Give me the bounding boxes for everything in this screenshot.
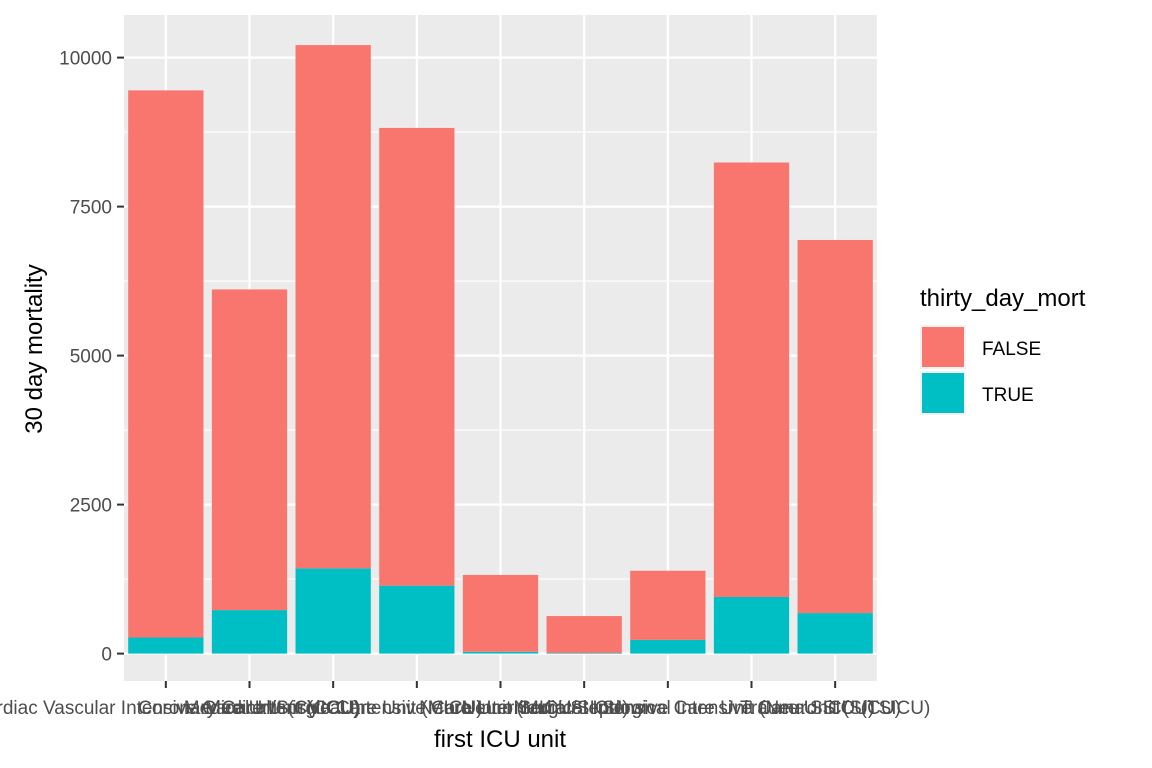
bar-false-2 [295,45,371,569]
bar-false-6 [630,570,706,640]
x-axis-title: first ICU unit [434,726,566,753]
bar-false-1 [211,289,288,611]
y-tick-label: 10000 [59,49,112,70]
y-tick-label: 2500 [70,496,112,517]
legend: thirty_day_mort FALSE TRUE [920,285,1086,415]
bar-true-1 [211,610,288,654]
legend-swatch-true [922,373,964,413]
x-tick-label: Neuro Surgical Intensive Care Unit (Neur… [461,698,874,719]
bar-true-5 [546,653,622,654]
bar-false-7 [713,162,790,597]
x-tick-label: Coronary Care Unit (CCU) [138,698,361,719]
bar-true-2 [295,568,371,654]
x-tick-label: Neuro Intermediate [419,698,582,719]
bar-false-0 [128,90,204,638]
bar-true-0 [128,637,204,654]
y-tick-label: 0 [101,645,112,666]
legend-label-false: FALSE [982,339,1041,360]
legend-swatch-false [922,327,964,367]
x-tick-label: Neuro Stepdown [513,698,655,719]
x-tick-label: Medical Intensive Care Unit (MICU) [184,698,483,719]
bar-true-7 [713,596,790,654]
y-axis-title: 30 day mortality [21,264,48,433]
x-tick-label: Cardiac Vascular Intensive Care Unit (CV… [0,698,359,719]
bar-true-6 [630,639,706,654]
x-axis: Cardiac Vascular Intensive Care Unit (CV… [0,681,930,719]
bar-true-3 [379,585,455,654]
x-tick-label: Surgical Intensive Care Unit (SICU) [602,698,901,719]
x-tick-label: Trauma SICU (TSICU) [740,698,930,719]
bar-true-4 [462,651,539,654]
y-axis: 0 2500 5000 7500 10000 [59,49,124,666]
x-tick-label: Medical/Surgical Intensive Care Unit (MI… [205,698,628,719]
bars [128,45,873,654]
legend-title: thirty_day_mort [920,285,1086,312]
bar-true-8 [797,613,873,654]
legend-label-true: TRUE [982,385,1034,406]
bar-false-5 [546,616,622,654]
bar-false-8 [797,239,873,614]
bar-false-3 [379,127,455,586]
y-tick-label: 5000 [70,347,112,368]
bar-false-4 [462,574,539,652]
y-tick-label: 7500 [70,198,112,219]
